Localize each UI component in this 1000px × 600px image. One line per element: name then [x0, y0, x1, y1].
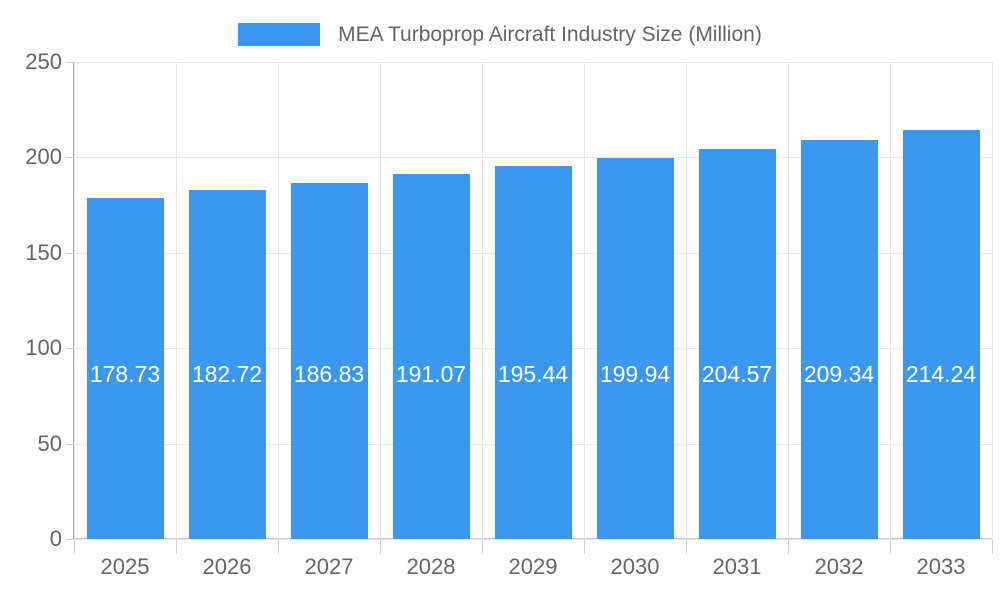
- y-axis-tick-mark: [66, 539, 74, 540]
- x-axis-tick-label: 2026: [202, 554, 252, 579]
- x-axis-tick-label: 2028: [406, 554, 456, 579]
- gridline-vertical: [74, 62, 75, 539]
- x-axis-tick-mark: [584, 540, 585, 554]
- x-axis-tick-mark: [176, 540, 177, 554]
- x-axis-tick-mark: [482, 540, 483, 554]
- x-axis-tick-label: 2029: [508, 554, 558, 579]
- x-axis-tick-mark: [74, 540, 75, 554]
- y-axis-tick-mark: [66, 62, 74, 63]
- x-axis-tick-mark: [278, 540, 279, 554]
- bar[interactable]: [699, 149, 776, 539]
- x-axis-tick-mark: [380, 540, 381, 554]
- legend-item-label: MEA Turboprop Aircraft Industry Size (Mi…: [338, 22, 762, 46]
- gridline-horizontal: [74, 539, 992, 540]
- x-axis-tick-mark: [992, 540, 993, 554]
- plot-area: [74, 62, 993, 540]
- y-axis-tick-label: 200: [25, 144, 62, 170]
- bar[interactable]: [291, 183, 368, 539]
- y-axis-tick-mark: [66, 157, 74, 158]
- legend-color-swatch-icon: [238, 22, 321, 46]
- gridline-vertical: [890, 62, 891, 539]
- gridline-vertical: [992, 62, 993, 539]
- y-axis-tick-mark: [66, 444, 74, 445]
- legend-item-series-1[interactable]: MEA Turboprop Aircraft Industry Size (Mi…: [238, 22, 762, 46]
- x-axis-tick-mark: [788, 540, 789, 554]
- gridline-vertical: [176, 62, 177, 539]
- x-axis-tick-mark: [890, 540, 891, 554]
- bar[interactable]: [801, 140, 878, 539]
- x-axis-tick-label: 2032: [814, 554, 864, 579]
- gridline-vertical: [482, 62, 483, 539]
- x-axis-tick-label: 2025: [100, 554, 150, 579]
- bar[interactable]: [393, 174, 470, 539]
- bar[interactable]: [903, 130, 980, 539]
- x-axis-tick-label: 2033: [916, 554, 966, 579]
- y-axis-tick-label: 50: [37, 430, 62, 456]
- x-axis-tick-mark: [686, 540, 687, 554]
- gridline-vertical: [584, 62, 585, 539]
- bar[interactable]: [495, 166, 572, 539]
- bar[interactable]: [597, 158, 674, 539]
- gridline-vertical: [686, 62, 687, 539]
- bar[interactable]: [189, 190, 266, 539]
- gridline-vertical: [278, 62, 279, 539]
- x-axis-tick-label: 2031: [712, 554, 762, 579]
- y-axis-tick-mark: [66, 253, 74, 254]
- y-axis-tick-mark: [66, 348, 74, 349]
- y-axis-tick-label: 150: [25, 239, 62, 265]
- x-axis-tick-label: 2027: [304, 554, 354, 579]
- x-axis-tick-label: 2030: [610, 554, 660, 579]
- gridline-horizontal: [74, 157, 992, 158]
- gridline-vertical: [788, 62, 789, 539]
- gridline-horizontal: [74, 62, 992, 63]
- y-axis-tick-label: 250: [25, 49, 62, 74]
- chart-legend: MEA Turboprop Aircraft Industry Size (Mi…: [0, 14, 1000, 54]
- bar[interactable]: [87, 198, 164, 539]
- y-axis-tick-label: 100: [25, 335, 62, 361]
- gridline-vertical: [380, 62, 381, 539]
- y-axis-tick-label: 0: [49, 526, 62, 551]
